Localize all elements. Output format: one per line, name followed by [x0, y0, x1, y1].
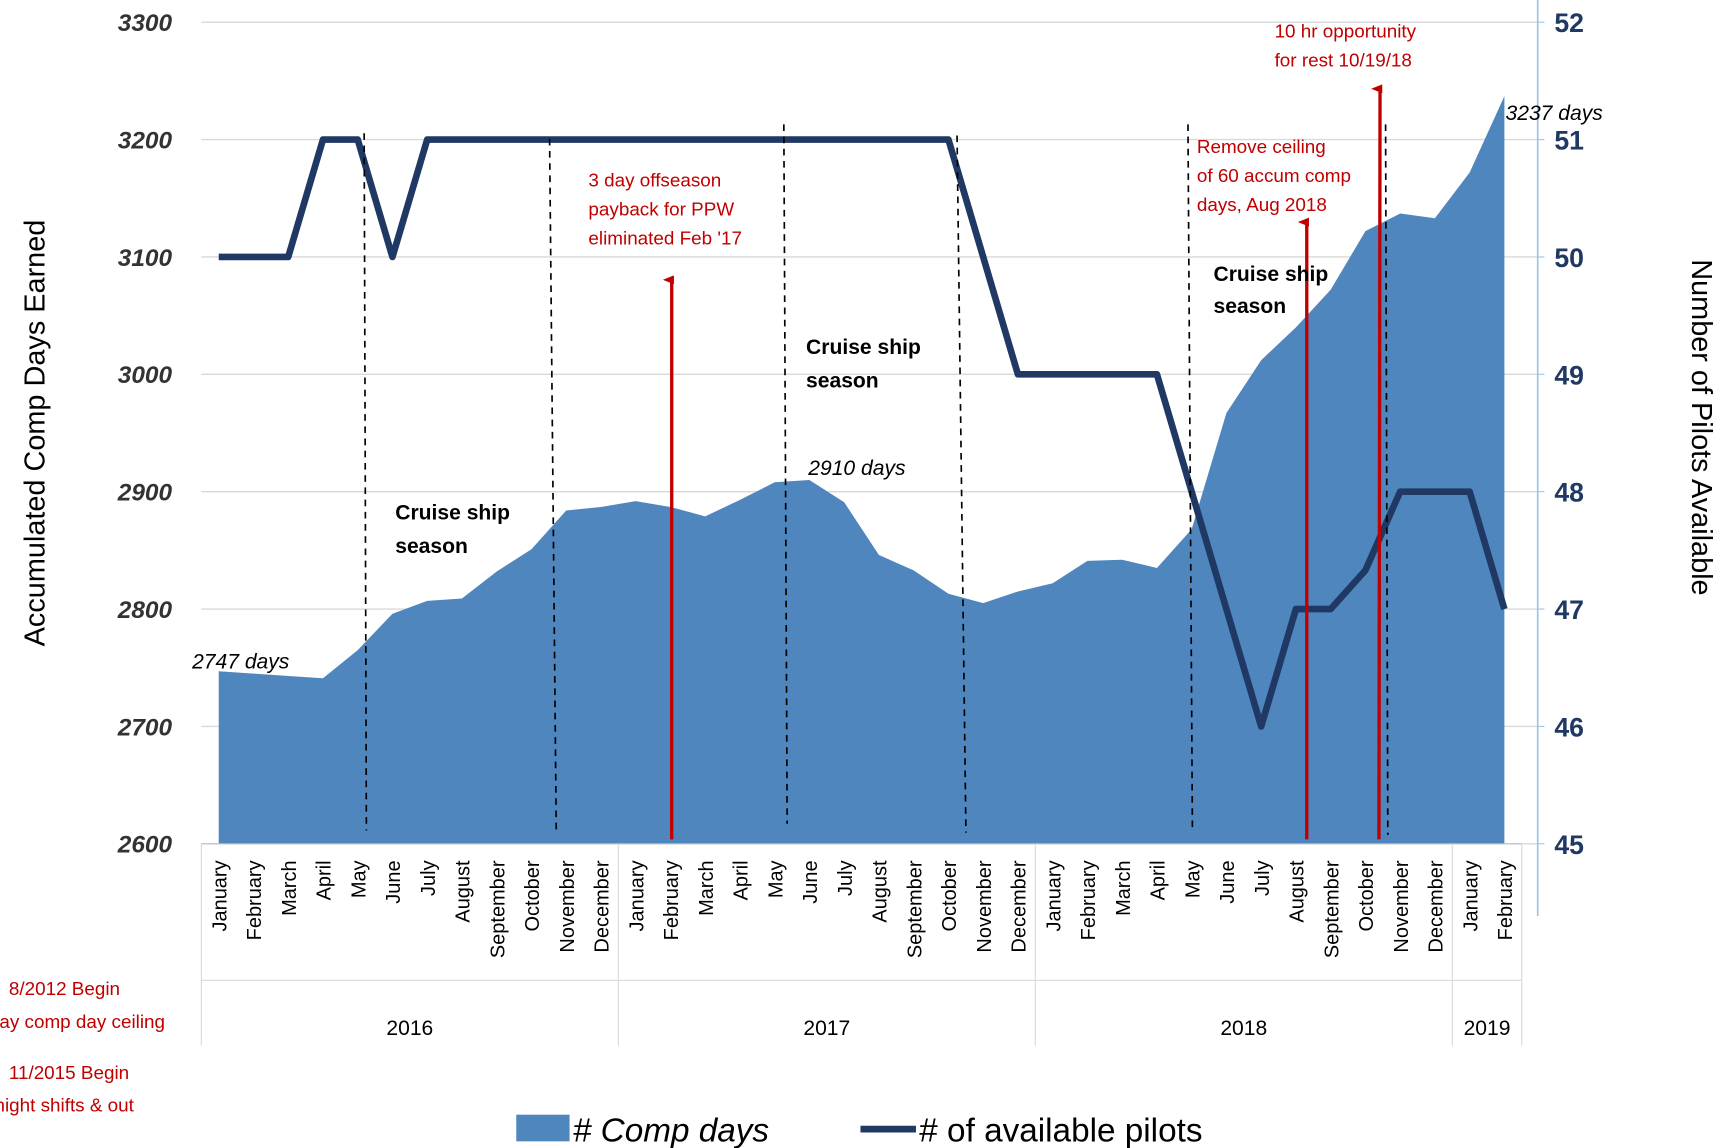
x-tick-label: December [592, 860, 614, 952]
x-tick-label: November [557, 860, 579, 952]
annotation: of 60 accum comp [1197, 165, 1351, 186]
x-tick-label: April [1148, 860, 1170, 900]
annotation: for rest 10/19/18 [1275, 50, 1412, 71]
x-tick-label: December [1009, 860, 1031, 952]
y2-tick-label: 45 [1554, 830, 1584, 860]
area [218, 96, 1505, 844]
y2-tick-label: 46 [1554, 712, 1584, 742]
legend-label: # Comp days [573, 1112, 769, 1148]
y-tick-label: 3300 [118, 10, 173, 37]
y2-tick-label: 50 [1554, 243, 1584, 273]
annotation: season [395, 535, 468, 558]
x-tick-label: June [383, 860, 405, 903]
annotation: season [1214, 295, 1287, 318]
season-line [956, 135, 967, 833]
y-tick-label: 3000 [118, 362, 173, 389]
x-tick-label: July [418, 860, 440, 896]
annotation: day comp day ceiling [0, 1011, 165, 1032]
y2-axis-title: Number of Pilots Available [1685, 259, 1717, 595]
season-line [548, 138, 558, 831]
x-tick-label: December [1426, 860, 1448, 952]
annotation: 3237 days [1506, 102, 1604, 125]
y-tick-label: 3200 [118, 127, 173, 154]
x-tick-label: July [835, 860, 857, 896]
legend-swatch [516, 1114, 570, 1142]
annotation: season [806, 369, 879, 392]
value-notes: 2747 days 2910 days 3237 days [191, 102, 1603, 673]
annotation: payback for PPW [588, 198, 734, 219]
x-tick-label: January [626, 860, 648, 931]
x-tick-label: March [1113, 860, 1135, 915]
annotation: 10 hr opportunity [1275, 21, 1417, 42]
y2-tick-label: 47 [1554, 595, 1584, 625]
x-tick-label: February [661, 860, 683, 940]
season-line [1384, 124, 1389, 835]
x-tick-label: November [974, 860, 996, 952]
x-tick-label: June [800, 860, 822, 903]
x-tick-label: September [487, 860, 509, 958]
annotation: Cruise ship [806, 336, 921, 359]
plot: 2600 2700 2800 2900 3000 3100 3200 3300 45 46 47 48… [117, 0, 1584, 1148]
x-tick-label: February [1495, 860, 1517, 940]
y-axis-title: Accumulated Comp Days Earned [19, 220, 51, 647]
y2-tick-label: 52 [1554, 8, 1584, 38]
x-group-label: 2017 [803, 1017, 850, 1040]
x-tick-label: February [1078, 860, 1100, 940]
line [218, 136, 1508, 730]
x-tick-label: February [244, 860, 266, 940]
y-tick-label: 2800 [117, 597, 173, 624]
annotation: 2747 days [191, 650, 290, 673]
x-group-label: 2016 [386, 1017, 433, 1040]
x-tick-label: October [1356, 860, 1378, 931]
annotation: 2910 days [807, 457, 906, 480]
x-tick-label: August [453, 860, 475, 923]
season-lines [363, 124, 1389, 835]
y-tick-label: 3100 [118, 245, 173, 272]
y2-tick-label: 48 [1554, 478, 1584, 508]
x-tick-label: January [209, 860, 231, 931]
annotation: night shifts & out [0, 1094, 135, 1115]
x-group-label: 2019 [1464, 1017, 1511, 1040]
annotation: Cruise ship [395, 502, 510, 525]
x-tick-label: July [1252, 860, 1274, 896]
x-group-label: 2018 [1220, 1017, 1267, 1040]
x-tick-label: August [870, 860, 892, 923]
annotation: days, Aug 2018 [1197, 194, 1327, 215]
annotation: 8/2012 Begin [9, 978, 120, 999]
y2-tick-label: 49 [1554, 360, 1584, 390]
annotation: 11/2015 Begin [9, 1062, 129, 1083]
x-tick-label: June [1217, 860, 1239, 903]
x-tick-label: March [696, 860, 718, 915]
season-line [1187, 124, 1194, 831]
x-tick-label: September [1321, 860, 1343, 958]
x-tick-label: October [522, 860, 544, 931]
x-tick-label: March [279, 860, 301, 915]
annotation: Remove ceiling [1197, 136, 1326, 157]
x-tick-label: January [1460, 860, 1482, 931]
x-tick-label: November [1391, 860, 1413, 952]
x-tick-label: May [765, 860, 787, 898]
x-tick-label: October [939, 860, 961, 931]
arrow [1371, 84, 1383, 840]
x-tick-label: September [904, 860, 926, 958]
x-tick-label: April [314, 860, 336, 900]
x-tick-label: April [731, 860, 753, 900]
x-tick-label: May [348, 860, 370, 898]
y-tick-label: 2900 [117, 480, 173, 507]
legend-label: # of available pilots [919, 1112, 1202, 1148]
y-tick-label: 2600 [117, 832, 173, 859]
season-line [363, 133, 368, 831]
annotation: Cruise ship [1214, 263, 1329, 286]
arrows [662, 84, 1383, 840]
annotation: eliminated Feb '17 [588, 227, 742, 248]
y2-tick-label: 51 [1554, 126, 1584, 156]
x-tick-label: January [1043, 860, 1065, 931]
x-tick-label: May [1182, 860, 1204, 898]
y-tick-label: 2700 [117, 714, 173, 741]
x-tick-label: August [1287, 860, 1309, 923]
annotation: 3 day offseason [588, 170, 721, 191]
